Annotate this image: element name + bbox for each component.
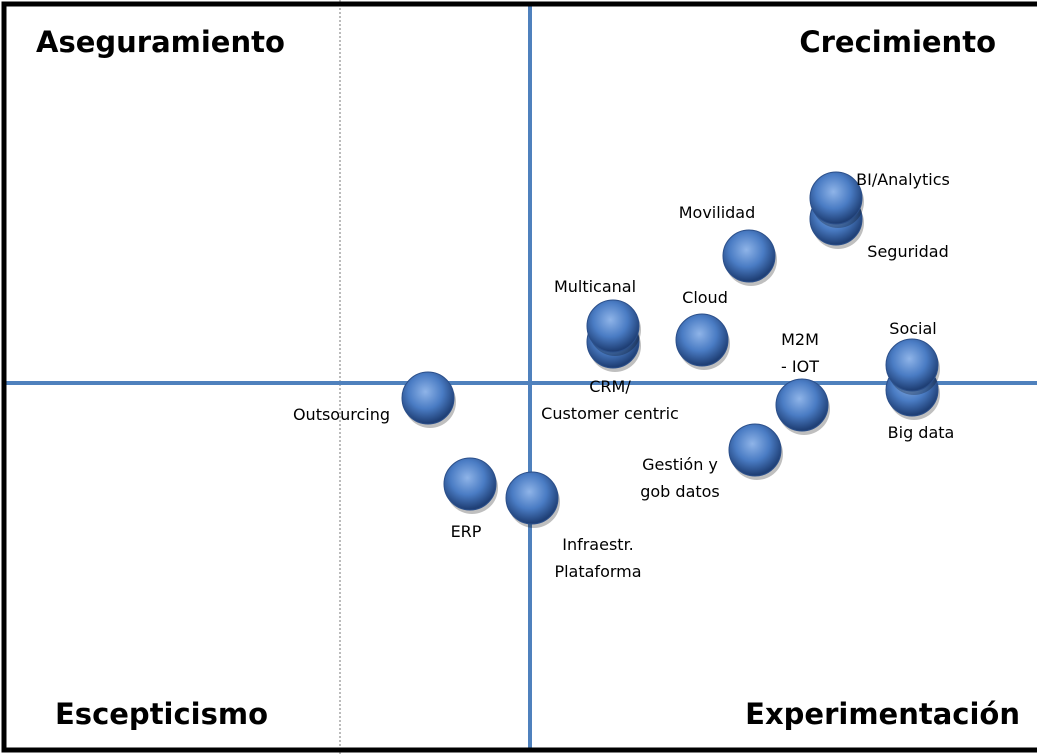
- nodes: Outsourcing ERP Infraestr. Plataforma Multic…: [293, 170, 954, 581]
- node-label: ERP: [451, 522, 482, 541]
- bubble: [586, 299, 640, 353]
- quadrant-label: Experimentación: [745, 697, 1020, 731]
- bubble: [775, 378, 829, 432]
- node-label: Social: [889, 319, 936, 338]
- node-label: Movilidad: [679, 203, 756, 222]
- bubble: [443, 457, 497, 511]
- node-label: BI/Analytics: [856, 170, 950, 189]
- bubble: [809, 171, 863, 225]
- bubble: [401, 371, 455, 425]
- node-label: CRM/: [589, 377, 631, 396]
- quadrant-label: Crecimiento: [799, 25, 996, 59]
- node-label: M2M: [781, 330, 819, 349]
- node-label: Seguridad: [867, 242, 948, 261]
- bubble: [728, 423, 782, 477]
- node-label: Gestión y: [642, 455, 718, 474]
- node-label: Cloud: [682, 288, 728, 307]
- bubble: [675, 313, 729, 367]
- bubble: [722, 229, 776, 283]
- bubble: [505, 471, 559, 525]
- node-label: gob datos: [640, 482, 720, 501]
- quadrant-label: Aseguramiento: [36, 25, 285, 59]
- node-label: Infraestr.: [562, 535, 634, 554]
- node-label: Customer centric: [541, 404, 679, 423]
- quadrant-label: Escepticismo: [55, 697, 268, 731]
- node-label: Multicanal: [554, 277, 636, 296]
- bubble: [885, 338, 939, 392]
- node-label: Outsourcing: [293, 405, 390, 424]
- node-label: Big data: [888, 423, 955, 442]
- node-label: - IOT: [781, 357, 819, 376]
- node-label: Plataforma: [554, 562, 641, 581]
